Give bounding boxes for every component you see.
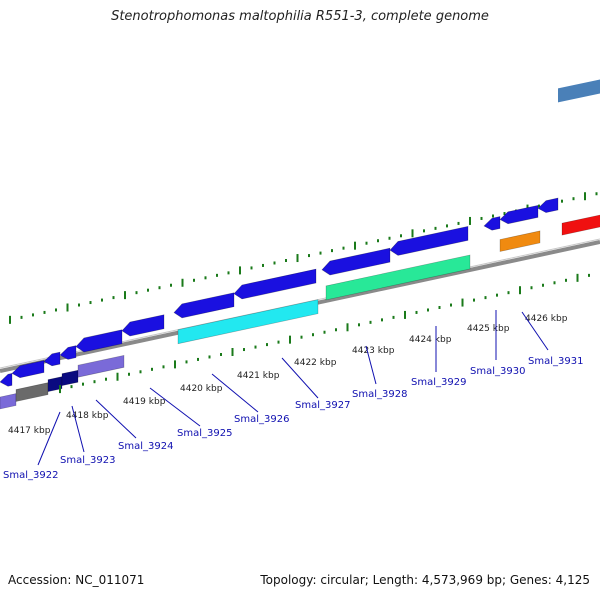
cds-arrow[interactable] <box>537 197 559 213</box>
colored-gene-track <box>0 214 600 410</box>
leader-line <box>71 405 85 453</box>
gene-purple[interactable] <box>77 354 125 378</box>
ruler-label: 4421 kbp <box>237 371 280 381</box>
upper-strand-genes <box>558 79 600 103</box>
leader-line <box>149 387 201 427</box>
gene-label[interactable]: Smal_3926 <box>234 414 289 425</box>
ruler-label: 4422 kbp <box>294 358 337 368</box>
ruler-label: 4424 kbp <box>409 335 452 345</box>
ruler-label: 4426 kbp <box>525 314 568 324</box>
cds-arrow[interactable] <box>75 329 123 353</box>
gene-label[interactable]: Smal_3925 <box>177 428 232 439</box>
gene-label[interactable]: Smal_3922 <box>3 470 58 481</box>
gene-purple[interactable] <box>0 393 17 410</box>
gene-gray[interactable] <box>15 382 49 402</box>
cds-arrow[interactable] <box>11 360 45 379</box>
gene-red[interactable] <box>561 214 600 236</box>
leader-line <box>521 311 549 351</box>
ruler-label: 4419 kbp <box>123 397 166 407</box>
gene-label[interactable]: Smal_3930 <box>470 366 525 377</box>
cds-arrow[interactable] <box>59 345 77 360</box>
ruler-label: 4420 kbp <box>180 384 223 394</box>
gene-orange[interactable] <box>499 230 541 252</box>
leader-line <box>365 345 377 385</box>
gene-navy[interactable] <box>47 376 63 393</box>
gene-steel[interactable] <box>558 79 600 103</box>
cds-arrow[interactable] <box>233 268 317 300</box>
cds-arrow[interactable] <box>483 216 501 231</box>
leader-line <box>211 373 259 413</box>
cds-arrow[interactable] <box>0 373 13 387</box>
gene-label[interactable]: Smal_3929 <box>411 377 466 388</box>
outer-ruler-ticks <box>9 192 598 324</box>
cds-arrow[interactable] <box>121 314 165 337</box>
ruler-label: 4417 kbp <box>8 426 51 436</box>
gene-label[interactable]: Smal_3927 <box>295 400 350 411</box>
cds-arrow[interactable] <box>321 247 391 276</box>
genome-summary: Topology: circular; Length: 4,573,969 bp… <box>260 573 590 587</box>
gene-cyan[interactable] <box>177 299 319 345</box>
label-leader-lines <box>37 310 549 466</box>
cds-arrow[interactable] <box>499 204 539 225</box>
gene-label[interactable]: Smal_3923 <box>60 455 115 466</box>
ruler-label: 4418 kbp <box>66 411 109 421</box>
gene-navy[interactable] <box>61 369 79 387</box>
leader-line <box>95 399 137 439</box>
gene-label[interactable]: Smal_3924 <box>118 441 173 452</box>
cds-arrow[interactable] <box>173 292 235 319</box>
map-title: Stenotrophomonas maltophilia R551-3, com… <box>111 9 489 24</box>
cds-arrow[interactable] <box>43 351 61 367</box>
gene-labels: Smal_3922 Smal_3923 Smal_3924 Smal_3925 … <box>3 356 583 481</box>
leader-line <box>37 411 61 466</box>
gene-green[interactable] <box>325 254 471 301</box>
leader-line <box>281 357 319 399</box>
ruler-label: 4423 kbp <box>352 346 395 356</box>
gene-label[interactable]: Smal_3931 <box>528 356 583 367</box>
ruler-label: 4425 kbp <box>467 324 510 334</box>
gene-label[interactable]: Smal_3928 <box>352 389 407 400</box>
accession-label: Accession: NC_011071 <box>8 573 145 587</box>
inner-ruler-ticks <box>59 273 590 394</box>
ruler-labels: 4417 kbp 4418 kbp 4419 kbp 4420 kbp 4421… <box>8 314 568 436</box>
forward-strand-genes <box>0 197 559 387</box>
cds-arrow[interactable] <box>389 226 469 256</box>
